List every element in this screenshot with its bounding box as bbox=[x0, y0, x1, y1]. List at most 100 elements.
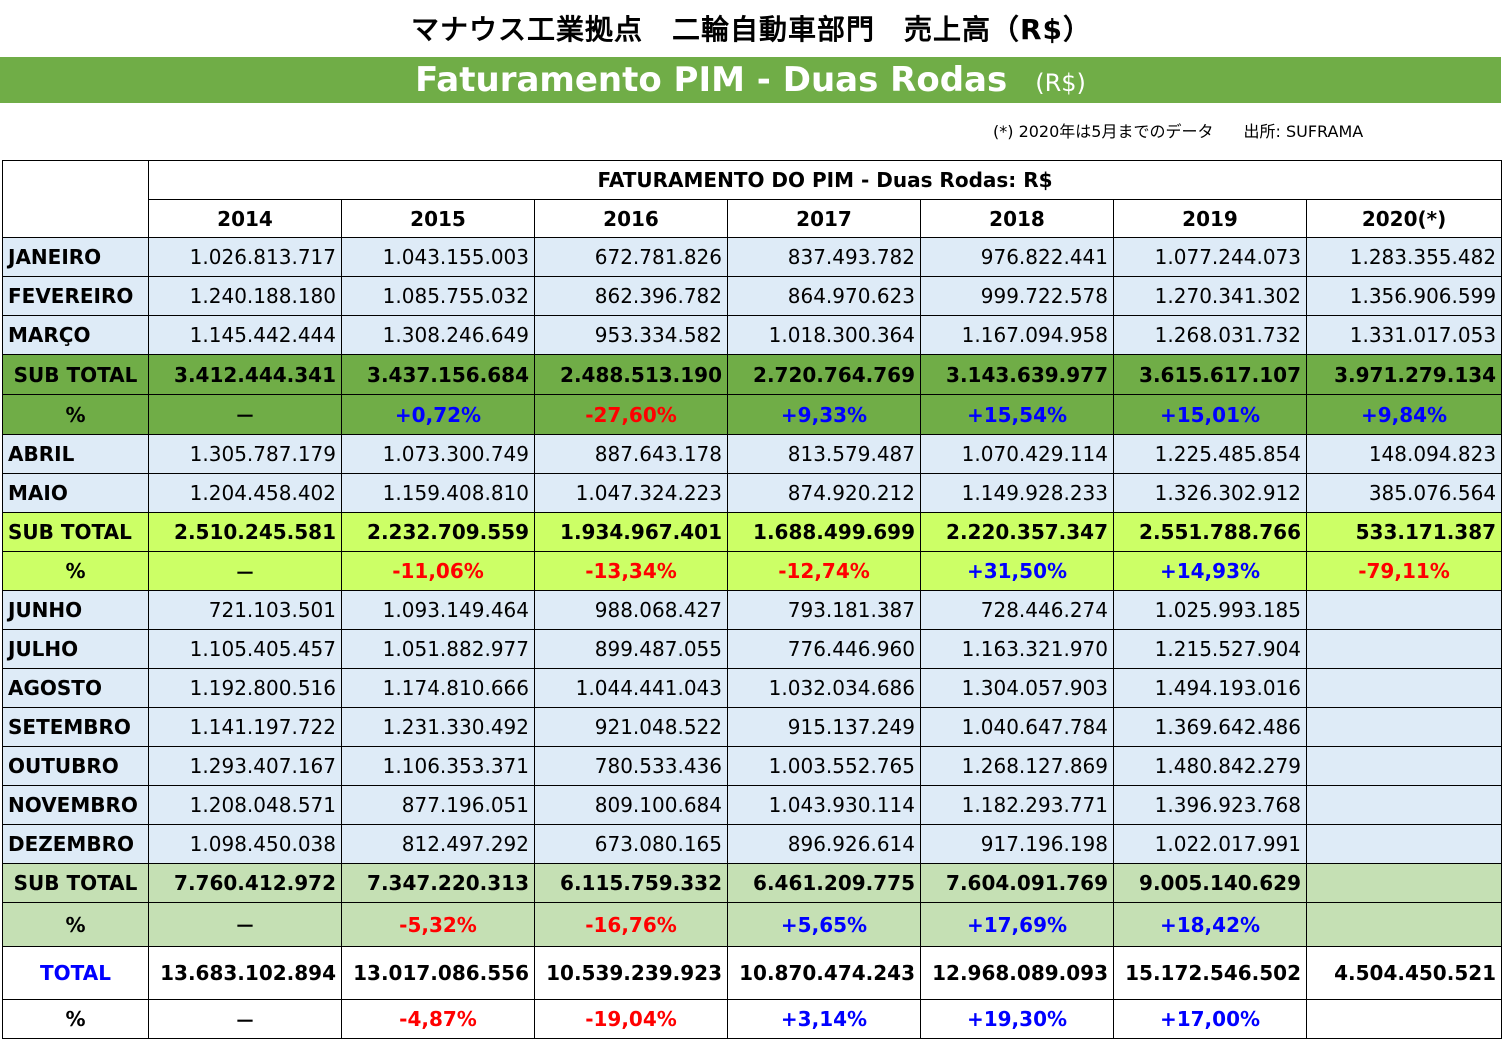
value-cell: 1.304.057.903 bbox=[920, 668, 1114, 708]
value-cell: － bbox=[148, 551, 342, 591]
banner-title: Faturamento PIM - Duas Rodas bbox=[415, 60, 1008, 100]
row-label: % bbox=[2, 902, 149, 947]
value-cell: 793.181.387 bbox=[727, 590, 921, 630]
value-cell: 1.093.149.464 bbox=[341, 590, 535, 630]
value-cell bbox=[1305, 999, 1503, 1039]
row-label: MAIO bbox=[2, 473, 149, 513]
title-banner: Faturamento PIM - Duas Rodas (R$) bbox=[0, 57, 1501, 103]
value-cell: 1.174.810.666 bbox=[341, 668, 535, 708]
value-cell: 1.494.193.016 bbox=[1113, 668, 1307, 708]
row-label: SUB TOTAL bbox=[2, 863, 149, 903]
value-cell: -16,76% bbox=[534, 902, 728, 947]
value-cell: 1.145.442.444 bbox=[148, 315, 342, 355]
year-header: 2015 bbox=[341, 199, 535, 238]
value-cell: 1.356.906.599 bbox=[1305, 276, 1503, 316]
row-label: TOTAL bbox=[2, 946, 149, 1000]
value-cell: 672.781.826 bbox=[534, 237, 728, 277]
value-cell: 385.076.564 bbox=[1305, 473, 1503, 513]
value-cell: 6.115.759.332 bbox=[534, 863, 728, 903]
value-cell: 2.488.513.190 bbox=[534, 354, 728, 395]
month-row: OUTUBRO 1.293.407.167 1.106.353.371 780.533… bbox=[2, 746, 1503, 786]
value-cell: 812.497.292 bbox=[341, 824, 535, 864]
value-cell: +31,50% bbox=[920, 551, 1114, 591]
value-cell: -4,87% bbox=[341, 999, 535, 1039]
value-cell: -12,74% bbox=[727, 551, 921, 591]
value-cell: +15,01% bbox=[1113, 394, 1307, 435]
year-header: 2017 bbox=[727, 199, 921, 238]
value-cell: -79,11% bbox=[1305, 551, 1503, 591]
value-cell bbox=[1305, 824, 1503, 864]
value-cell: 1.026.813.717 bbox=[148, 237, 342, 277]
value-cell: 2.232.709.559 bbox=[341, 512, 535, 552]
value-cell: 1.192.800.516 bbox=[148, 668, 342, 708]
value-cell: 809.100.684 bbox=[534, 785, 728, 825]
value-cell: 899.487.055 bbox=[534, 629, 728, 669]
value-cell: 3.971.279.134 bbox=[1305, 354, 1503, 395]
row-label: FEVEREIRO bbox=[2, 276, 149, 316]
value-cell: 813.579.487 bbox=[727, 434, 921, 474]
value-cell: 9.005.140.629 bbox=[1113, 863, 1307, 903]
value-cell: 2.220.357.347 bbox=[920, 512, 1114, 552]
row-label: ABRIL bbox=[2, 434, 149, 474]
value-cell: 721.103.501 bbox=[148, 590, 342, 630]
value-cell: -11,06% bbox=[341, 551, 535, 591]
row-label: JUNHO bbox=[2, 590, 149, 630]
value-cell: 2.510.245.581 bbox=[148, 512, 342, 552]
row-label: DEZEMBRO bbox=[2, 824, 149, 864]
value-cell: 1.293.407.167 bbox=[148, 746, 342, 786]
year-header: 2014 bbox=[148, 199, 342, 238]
subtotal-row: SUB TOTAL 7.760.412.972 7.347.220.313 6.115… bbox=[2, 863, 1503, 903]
value-cell: 1.018.300.364 bbox=[727, 315, 921, 355]
value-cell: 1.163.321.970 bbox=[920, 629, 1114, 669]
month-row: JANEIRO 1.026.813.717 1.043.155.003 672.781… bbox=[2, 237, 1503, 277]
value-cell bbox=[1305, 746, 1503, 786]
percent-row: % － +0,72% -27,60% +9,33% +15,54% +15,01% +9,84… bbox=[2, 394, 1503, 435]
value-cell: 673.080.165 bbox=[534, 824, 728, 864]
value-cell: 1.934.967.401 bbox=[534, 512, 728, 552]
value-cell: 148.094.823 bbox=[1305, 434, 1503, 474]
value-cell: 1.308.246.649 bbox=[341, 315, 535, 355]
value-cell: 1.044.441.043 bbox=[534, 668, 728, 708]
row-label: SETEMBRO bbox=[2, 707, 149, 747]
subtotal-row: SUB TOTAL 3.412.444.341 3.437.156.684 2.488… bbox=[2, 354, 1503, 395]
value-cell: 887.643.178 bbox=[534, 434, 728, 474]
value-cell: 837.493.782 bbox=[727, 237, 921, 277]
subtotal-row: SUB TOTAL 2.510.245.581 2.232.709.559 1.934… bbox=[2, 512, 1503, 552]
value-cell: 1.149.928.233 bbox=[920, 473, 1114, 513]
value-cell: 999.722.578 bbox=[920, 276, 1114, 316]
value-cell: － bbox=[148, 902, 342, 947]
value-cell: 1.167.094.958 bbox=[920, 315, 1114, 355]
value-cell: 1.073.300.749 bbox=[341, 434, 535, 474]
value-cell: 988.068.427 bbox=[534, 590, 728, 630]
value-cell: +19,30% bbox=[920, 999, 1114, 1039]
month-row: NOVEMBRO 1.208.048.571 877.196.051 809.100.… bbox=[2, 785, 1503, 825]
value-cell: 3.437.156.684 bbox=[341, 354, 535, 395]
value-cell: 2.551.788.766 bbox=[1113, 512, 1307, 552]
month-row: FEVEREIRO 1.240.188.180 1.085.755.032 862.3… bbox=[2, 276, 1503, 316]
value-cell: 12.968.089.093 bbox=[920, 946, 1114, 1000]
value-cell: 1.106.353.371 bbox=[341, 746, 535, 786]
value-cell: 1.085.755.032 bbox=[341, 276, 535, 316]
value-cell: 862.396.782 bbox=[534, 276, 728, 316]
value-cell: +9,84% bbox=[1305, 394, 1503, 435]
value-cell bbox=[1305, 707, 1503, 747]
value-cell: 1.231.330.492 bbox=[341, 707, 535, 747]
month-row: SETEMBRO 1.141.197.722 1.231.330.492 921.04… bbox=[2, 707, 1503, 747]
value-cell bbox=[1305, 863, 1503, 903]
value-cell: -27,60% bbox=[534, 394, 728, 435]
month-row: JULHO 1.105.405.457 1.051.882.977 899.487.0… bbox=[2, 629, 1503, 669]
percent-row: % － -5,32% -16,76% +5,65% +17,69% +18,42% bbox=[2, 902, 1503, 947]
percent-row: % － -4,87% -19,04% +3,14% +19,30% +17,00% bbox=[2, 999, 1503, 1039]
value-cell: 1.141.197.722 bbox=[148, 707, 342, 747]
month-row: MARÇO 1.145.442.444 1.308.246.649 953.334.5… bbox=[2, 315, 1503, 355]
value-cell: 1.159.408.810 bbox=[341, 473, 535, 513]
value-cell: 13.017.086.556 bbox=[341, 946, 535, 1000]
value-cell: 1.182.293.771 bbox=[920, 785, 1114, 825]
value-cell bbox=[1305, 629, 1503, 669]
percent-row: % － -11,06% -13,34% -12,74% +31,50% +14,93% -79… bbox=[2, 551, 1503, 591]
value-cell: +15,54% bbox=[920, 394, 1114, 435]
value-cell: 1.051.882.977 bbox=[341, 629, 535, 669]
value-cell: 917.196.198 bbox=[920, 824, 1114, 864]
value-cell: 3.412.444.341 bbox=[148, 354, 342, 395]
value-cell: 921.048.522 bbox=[534, 707, 728, 747]
